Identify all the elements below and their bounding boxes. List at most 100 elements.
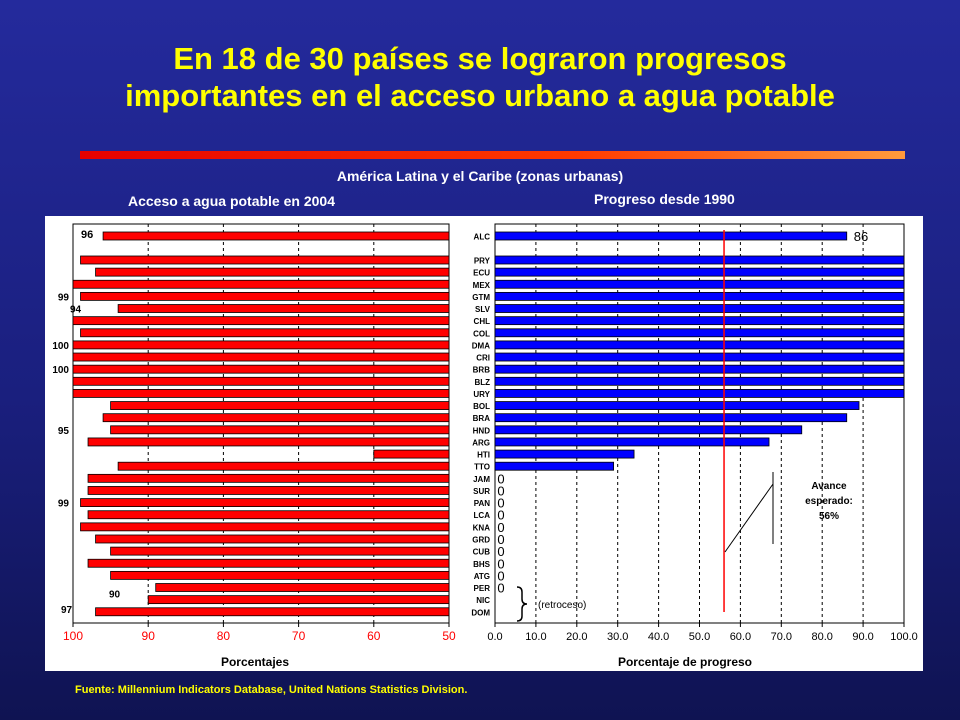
right-bar-chl — [494, 316, 905, 326]
right-bar-blz — [494, 376, 905, 386]
category-label-dom: DOM — [471, 608, 490, 617]
right-x-tick-label: 90.0 — [852, 631, 873, 643]
category-label-per: PER — [474, 584, 491, 593]
regression-brace — [516, 586, 528, 622]
left-bar-mex — [72, 279, 450, 289]
category-label-ury: URY — [473, 390, 490, 399]
left-bar-blz — [72, 376, 450, 386]
category-label-arg: ARG — [472, 438, 490, 447]
left-data-label: 99 — [58, 292, 70, 303]
left-bar-bhs — [87, 558, 450, 568]
left-bar-atg — [110, 570, 450, 580]
category-label-hti: HTI — [477, 451, 490, 460]
left-bar-slv — [117, 304, 450, 313]
right-bar-arg — [494, 437, 770, 447]
expected-annotation-line-3: 56% — [819, 511, 839, 522]
category-label-bra: BRA — [473, 414, 491, 423]
left-bar-sur — [87, 486, 450, 495]
right-x-tick-label: 70.0 — [771, 631, 792, 643]
left-bar-pan — [80, 498, 450, 508]
zero-marker-grd: 0 — [497, 532, 504, 547]
left-bar-cub — [110, 546, 450, 556]
left-data-label: 90 — [109, 590, 121, 601]
left-data-label: 96 — [81, 229, 93, 241]
left-bar-alc — [102, 231, 450, 241]
right-x-tick-label: 10.0 — [525, 631, 546, 643]
right-x-tick-label: 30.0 — [607, 631, 628, 643]
slide-title-line-1: En 18 de 30 países se lograron progresos — [173, 41, 787, 76]
left-bar-lca — [87, 510, 450, 520]
right-bar-gtm — [494, 291, 905, 301]
left-data-label: 99 — [58, 499, 70, 510]
left-bar-bol — [110, 401, 450, 410]
zero-marker-kna: 0 — [497, 520, 504, 535]
zero-marker-bhs: 0 — [497, 556, 504, 571]
category-label-atg: ATG — [474, 572, 490, 581]
category-label-pry: PRY — [474, 257, 491, 266]
left-bar-pry — [80, 255, 450, 265]
right-chart-heading: Progreso desde 1990 — [594, 191, 735, 207]
left-bar-jam — [87, 473, 450, 483]
right-x-axis-title: Porcentaje de progreso — [618, 655, 752, 669]
slide-title-line-2: importantes en el acceso urbano a agua p… — [125, 78, 835, 113]
left-bar-bra — [102, 413, 450, 423]
right-bar-cri — [494, 352, 905, 362]
left-bar-arg — [87, 437, 450, 447]
category-label-bhs: BHS — [473, 560, 491, 569]
category-label-grd: GRD — [472, 535, 490, 544]
right-x-tick-label: 60.0 — [730, 631, 751, 643]
category-label-ecu: ECU — [473, 269, 490, 278]
left-bar-ury — [72, 389, 450, 398]
category-label-jam: JAM — [473, 475, 490, 484]
right-chart-panel: 0.0 10.0 20.0 30.0 40.0 50.0 60.0 70.0 80.0 90.0 1… — [457, 216, 923, 671]
category-label-dma: DMA — [472, 341, 490, 350]
zero-marker-cub: 0 — [497, 544, 504, 559]
left-bar-cri — [72, 352, 450, 362]
chart-subtitle: América Latina y el Caribe (zonas urbana… — [336, 168, 624, 184]
category-label-gtm: GTM — [472, 293, 490, 302]
right-bar-brb — [494, 364, 905, 374]
right-bar-dma — [494, 340, 905, 350]
left-x-tick-label: 90 — [142, 629, 156, 643]
left-bar-dma — [72, 340, 450, 350]
right-bar-tto — [494, 461, 615, 471]
category-label-nic: NIC — [476, 596, 490, 605]
right-bar-slv — [494, 304, 905, 313]
zero-marker-sur: 0 — [497, 483, 504, 498]
right-bar-bra — [494, 413, 848, 423]
left-x-tick-label: 100 — [63, 629, 83, 643]
left-bar-dom — [95, 607, 450, 617]
annotation-pointer-line — [724, 483, 774, 553]
right-bar-col — [494, 328, 905, 338]
category-label-mex: MEX — [473, 281, 491, 290]
right-bar-alc — [494, 231, 848, 241]
left-bar-col — [80, 328, 450, 338]
left-chart-panel: 100 90 80 70 60 50 96 99 94 100 100 95 99 90 97 Porcent… — [45, 216, 458, 671]
left-data-label: 95 — [58, 426, 70, 437]
category-label-cri: CRI — [476, 354, 490, 363]
left-bar-per — [155, 583, 450, 592]
expected-annotation-line-2: esperado: — [805, 496, 853, 507]
left-bar-tto — [117, 461, 450, 471]
right-x-tick-label: 80.0 — [811, 631, 832, 643]
left-x-tick-label: 50 — [442, 629, 456, 643]
left-x-tick-label: 60 — [367, 629, 381, 643]
right-bar-ury — [494, 389, 905, 398]
left-data-label: 100 — [52, 365, 69, 376]
left-bar-hnd — [110, 425, 450, 435]
category-label-chl: CHL — [474, 317, 491, 326]
category-label-sur: SUR — [473, 487, 490, 496]
left-bar-hti — [373, 449, 450, 459]
right-bar-bol — [494, 401, 860, 410]
category-label-alc: ALC — [474, 233, 491, 242]
zero-marker-pan: 0 — [497, 496, 504, 511]
category-label-lca: LCA — [474, 511, 491, 520]
zero-marker-per: 0 — [497, 581, 504, 596]
right-x-tick-label: 40.0 — [648, 631, 669, 643]
category-label-pan: PAN — [474, 499, 491, 508]
right-bar-hti — [494, 449, 635, 459]
right-bar-hnd — [494, 425, 803, 435]
left-bar-ecu — [95, 267, 450, 277]
left-bar-kna — [80, 522, 450, 532]
left-data-label: 100 — [52, 341, 69, 352]
